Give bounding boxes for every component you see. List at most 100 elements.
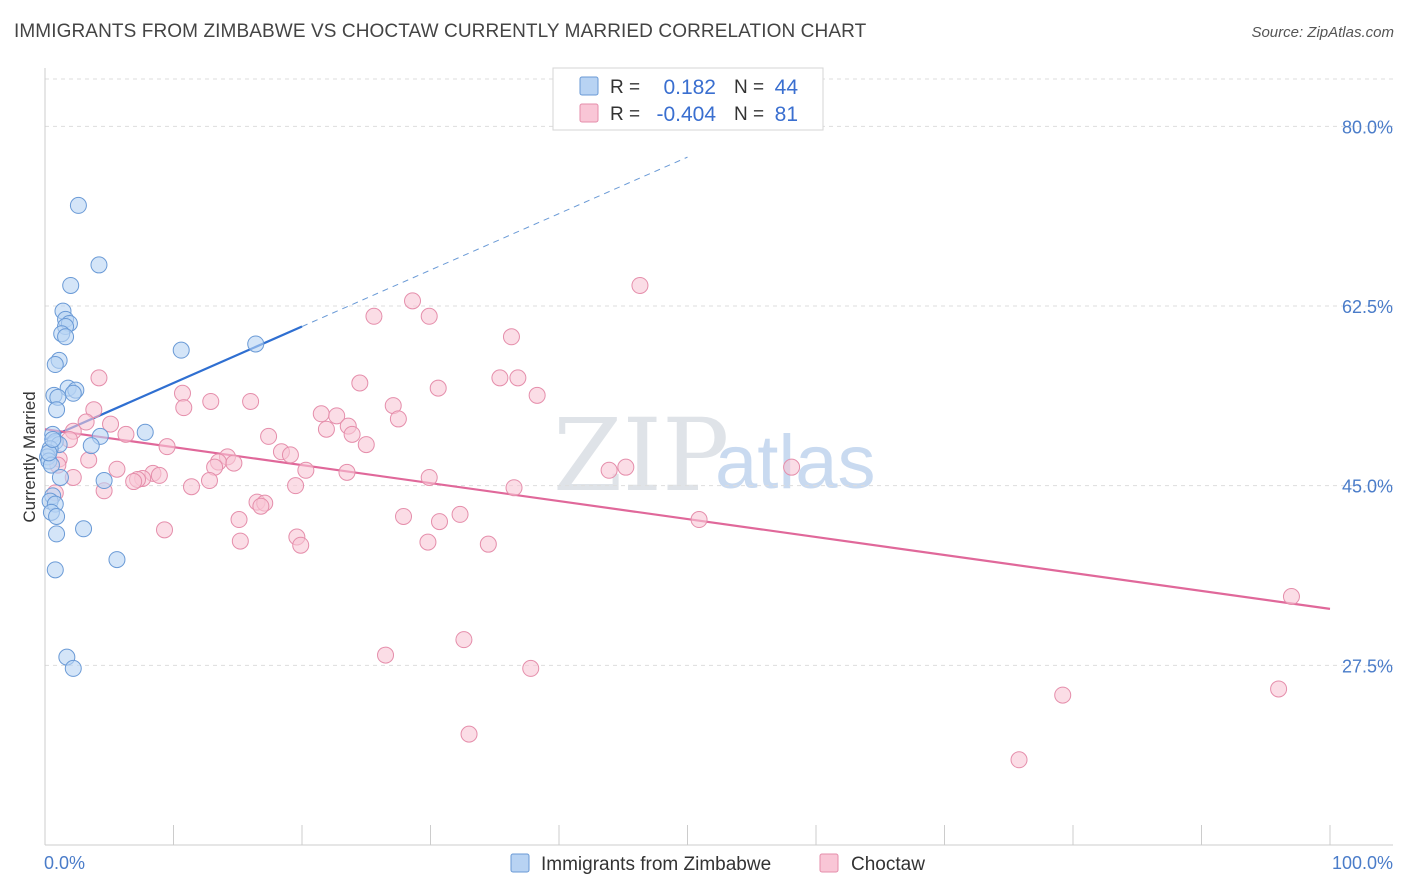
x-tick-label-min: 0.0% bbox=[44, 853, 85, 873]
zimbabwe-point bbox=[48, 401, 66, 419]
choctaw-trend-line bbox=[44, 428, 1331, 610]
choctaw-point bbox=[420, 307, 438, 325]
y-tick-label: 45.0% bbox=[1342, 477, 1393, 497]
bottom-legend-label-zimbabwe: Immigrants from Zimbabwe bbox=[541, 854, 771, 875]
zimbabwe-point bbox=[69, 196, 87, 214]
choctaw-point bbox=[102, 415, 120, 433]
choctaw-point bbox=[150, 466, 168, 484]
choctaw-point bbox=[505, 479, 523, 497]
legend-n-value-choctaw: 81 bbox=[775, 103, 798, 126]
y-tick-label: 80.0% bbox=[1342, 117, 1393, 137]
choctaw-point bbox=[351, 374, 369, 392]
choctaw-point bbox=[77, 413, 95, 431]
choctaw-point bbox=[231, 532, 249, 550]
legend-swatch-choctaw bbox=[579, 103, 599, 123]
legend-n-label-zimbabwe: N = bbox=[734, 77, 764, 98]
choctaw-point bbox=[509, 369, 527, 387]
choctaw-point bbox=[80, 451, 98, 469]
choctaw-point bbox=[690, 511, 708, 529]
choctaw-point bbox=[479, 535, 497, 553]
choctaw-point bbox=[491, 369, 509, 387]
zimbabwe-point bbox=[247, 335, 265, 353]
choctaw-point bbox=[1282, 588, 1300, 606]
legend-r-label-zimbabwe: R = bbox=[610, 77, 640, 98]
choctaw-point bbox=[343, 425, 361, 443]
zimbabwe-point bbox=[62, 276, 80, 294]
legend-box: R = 0.182 N = 44 R = -0.404 N = 81 bbox=[552, 67, 824, 131]
choctaw-point bbox=[389, 410, 407, 428]
choctaw-point bbox=[528, 386, 546, 404]
zimbabwe-point bbox=[46, 356, 64, 374]
choctaw-point bbox=[90, 369, 108, 387]
watermark-zip: ZIP bbox=[553, 397, 729, 514]
legend-swatch-zimbabwe bbox=[579, 76, 599, 96]
choctaw-point bbox=[242, 392, 260, 410]
choctaw-point bbox=[617, 458, 635, 476]
zimbabwe-point bbox=[82, 437, 100, 455]
legend-r-value-choctaw: -0.404 bbox=[656, 103, 716, 126]
choctaw-point bbox=[85, 401, 103, 419]
choctaw-point bbox=[281, 446, 299, 464]
choctaw-point bbox=[377, 646, 395, 664]
choctaw-point bbox=[430, 513, 448, 531]
choctaw-point bbox=[502, 328, 520, 346]
zimbabwe-point bbox=[64, 659, 82, 677]
choctaw-point bbox=[252, 497, 270, 515]
y-axis-label: Currently Married bbox=[20, 391, 39, 522]
choctaw-point bbox=[328, 407, 346, 425]
zimbabwe-point bbox=[46, 561, 64, 579]
y-tick-labels: 27.5% 45.0% 62.5% 80.0% bbox=[1342, 117, 1393, 676]
choctaw-point bbox=[1270, 680, 1288, 698]
bottom-legend-swatch-zimbabwe bbox=[510, 853, 530, 873]
choctaw-point bbox=[600, 461, 618, 479]
zimbabwe-point bbox=[57, 328, 75, 346]
zimbabwe-point bbox=[136, 423, 154, 441]
legend-r-label-choctaw: R = bbox=[610, 104, 640, 125]
zimbabwe-point bbox=[108, 551, 126, 569]
zimbabwe-point bbox=[51, 468, 69, 486]
zimbabwe-point bbox=[75, 520, 93, 538]
bottom-legend-label-choctaw: Choctaw bbox=[851, 854, 925, 875]
choctaw-point bbox=[631, 276, 649, 294]
x-tick-label-max: 100.0% bbox=[1332, 853, 1393, 873]
choctaw-points bbox=[46, 276, 1300, 769]
choctaw-point bbox=[158, 438, 176, 456]
zimbabwe-point bbox=[64, 384, 82, 402]
legend-n-value-zimbabwe: 44 bbox=[775, 76, 799, 99]
choctaw-point bbox=[420, 468, 438, 486]
choctaw-point bbox=[419, 533, 437, 551]
choctaw-point bbox=[108, 460, 126, 478]
choctaw-point bbox=[200, 472, 218, 490]
choctaw-point bbox=[182, 478, 200, 496]
choctaw-point bbox=[357, 436, 375, 454]
choctaw-point bbox=[175, 399, 193, 417]
choctaw-point bbox=[317, 420, 335, 438]
choctaw-point bbox=[156, 521, 174, 539]
choctaw-point bbox=[173, 384, 191, 402]
bottom-legend-swatch-choctaw bbox=[819, 853, 839, 873]
choctaw-point bbox=[338, 463, 356, 481]
legend-n-label-choctaw: N = bbox=[734, 104, 764, 125]
choctaw-point bbox=[522, 659, 540, 677]
source-label: Source: ZipAtlas.com bbox=[1251, 24, 1394, 41]
choctaw-point bbox=[455, 631, 473, 649]
bottom-legend: Immigrants from Zimbabwe Choctaw bbox=[510, 853, 925, 875]
zimbabwe-points bbox=[39, 196, 265, 677]
zimbabwe-point bbox=[172, 341, 190, 359]
choctaw-point bbox=[225, 454, 243, 472]
chart-title: IMMIGRANTS FROM ZIMBABWE VS CHOCTAW CURR… bbox=[14, 21, 867, 42]
legend-r-value-zimbabwe: 0.182 bbox=[663, 76, 716, 99]
zimbabwe-point bbox=[48, 525, 66, 543]
y-tick-label: 62.5% bbox=[1342, 297, 1393, 317]
choctaw-point bbox=[365, 307, 383, 325]
y-tick-label: 27.5% bbox=[1342, 656, 1393, 676]
choctaw-point bbox=[783, 458, 801, 476]
zimbabwe-point bbox=[48, 507, 66, 525]
choctaw-point bbox=[287, 477, 305, 495]
zimbabwe-point bbox=[95, 472, 113, 490]
zimbabwe-point bbox=[90, 256, 108, 274]
choctaw-point bbox=[202, 392, 220, 410]
choctaw-point bbox=[312, 405, 330, 423]
choctaw-point bbox=[429, 379, 447, 397]
